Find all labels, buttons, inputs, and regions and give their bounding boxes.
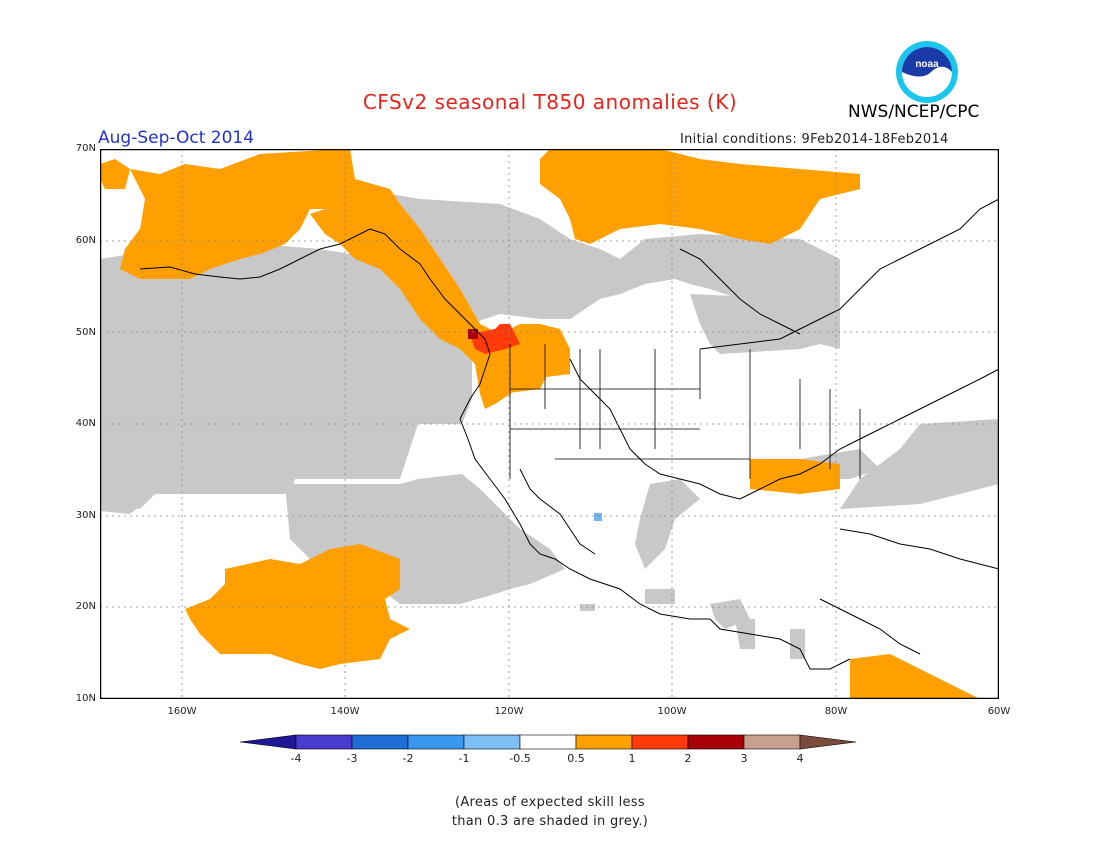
anomaly-map [100, 149, 999, 699]
skill-note: (Areas of expected skill less than 0.3 a… [0, 793, 1100, 831]
colorbar-label: -3 [346, 752, 358, 765]
lat-tick-label: 50N [75, 327, 96, 338]
map-title: CFSv2 seasonal T850 anomalies (K) [362, 90, 738, 114]
light-blue-anomaly [594, 513, 602, 521]
noaa-logo: noaa [896, 41, 958, 103]
lat-lon-grid [100, 149, 999, 699]
colorbar-box [463, 734, 521, 750]
colorbar-box [687, 734, 745, 750]
colorbar-label: 0.5 [567, 752, 585, 765]
colorbar-label: -4 [290, 752, 302, 765]
colorbar-box [351, 734, 409, 750]
agency-label: NWS/NCEP/CPC [848, 102, 980, 122]
coastlines [139, 198, 999, 670]
skill-note-line2: than 0.3 are shaded in grey.) [451, 814, 649, 829]
colorbar-box [295, 734, 353, 750]
lat-tick-label: 30N [75, 510, 96, 521]
colorbar [240, 734, 857, 750]
colorbar-label: -2 [402, 752, 414, 765]
dark-red-anomaly-areas [468, 329, 478, 339]
red-anomaly-areas [470, 324, 520, 354]
lat-tick-label: 20N [75, 601, 96, 612]
colorbar-label: -1 [458, 752, 470, 765]
colorbar-label: 2 [684, 752, 692, 765]
initial-conditions-label: Initial conditions: 9Feb2014-18Feb2014 [680, 132, 949, 147]
colorbar-box [519, 734, 577, 750]
colorbar-arrow-low [240, 734, 297, 750]
lat-tick-label: 10N [75, 693, 96, 704]
colorbar-box [575, 734, 633, 750]
colorbar-box [631, 734, 689, 750]
lon-tick-label: 80W [824, 706, 848, 717]
colorbar-label: 3 [740, 752, 748, 765]
lon-tick-label: 160W [167, 706, 197, 717]
lon-tick-label: 140W [330, 706, 360, 717]
colorbar-label: 4 [796, 752, 804, 765]
colorbar-label: -0.5 [509, 752, 531, 765]
colorbar-box [407, 734, 465, 750]
lon-tick-label: 120W [494, 706, 524, 717]
lat-tick-label: 40N [75, 418, 96, 429]
colorbar-box [743, 734, 801, 750]
lat-tick-label: 70N [75, 143, 96, 154]
lat-tick-label: 60N [75, 235, 96, 246]
colorbar-label: 1 [628, 752, 636, 765]
logo-text: noaa [915, 59, 939, 70]
skill-note-line1: (Areas of expected skill less [454, 795, 646, 810]
lon-tick-label: 100W [657, 706, 687, 717]
state-boundaries [509, 344, 861, 479]
period-label: Aug-Sep-Oct 2014 [98, 128, 255, 148]
colorbar-arrow-high [799, 734, 857, 750]
lon-tick-label: 60W [987, 706, 1011, 717]
